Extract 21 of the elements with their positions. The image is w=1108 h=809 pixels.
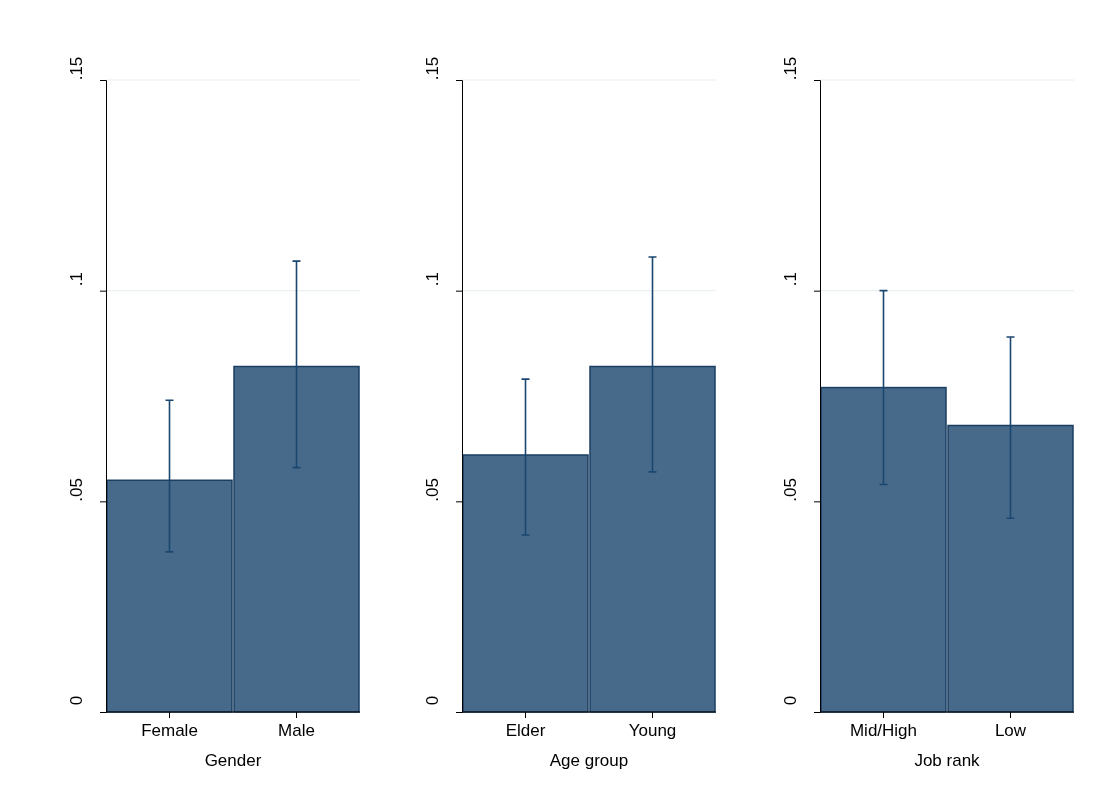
y-tick-label: .05: [781, 478, 800, 502]
y-tick-label: .15: [423, 56, 442, 81]
y-tick-label: .15: [67, 56, 86, 81]
x-tick-label: Young: [628, 721, 677, 741]
y-tick-label: .1: [781, 272, 800, 287]
x-tick-label: Elder: [505, 721, 546, 741]
x-axis-title: Job rank: [914, 751, 981, 770]
y-tick-label: 0: [67, 695, 86, 706]
x-axis-title: Gender: [204, 751, 262, 770]
x-axis-title: Age group: [549, 751, 629, 770]
x-tick-label: Mid/High: [849, 721, 918, 741]
y-tick-label: .1: [67, 272, 86, 287]
x-tick-label: Male: [278, 721, 315, 741]
x-tick-label: Low: [994, 721, 1027, 741]
y-tick-label: 0: [423, 695, 442, 706]
y-tick-label: .05: [67, 478, 86, 502]
y-tick-label: .15: [781, 56, 800, 81]
x-tick-label: Female: [141, 721, 198, 741]
y-tick-label: 0: [781, 695, 800, 706]
y-tick-label: .05: [423, 478, 442, 502]
y-tick-label: .1: [423, 272, 442, 287]
